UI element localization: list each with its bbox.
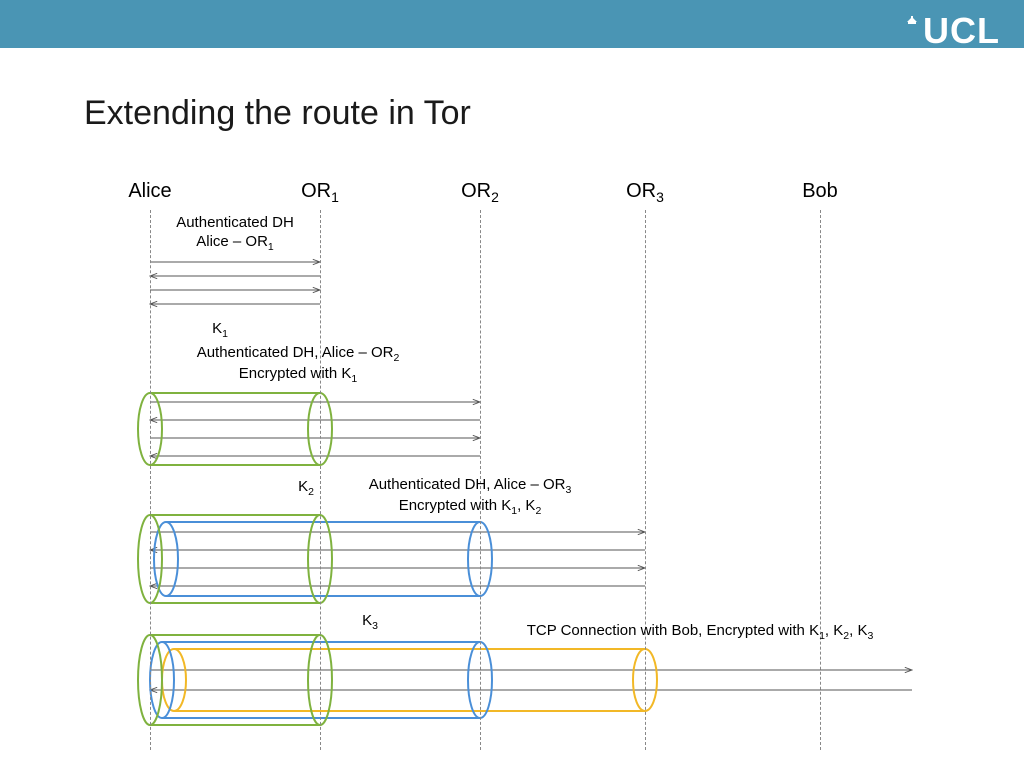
key-label-1: K2 bbox=[298, 478, 314, 498]
column-label-alice: Alice bbox=[128, 180, 171, 203]
column-label-or1: OR1 bbox=[301, 180, 339, 205]
diagram-svg bbox=[70, 180, 970, 740]
column-label-or3: OR3 bbox=[626, 180, 664, 205]
ucl-logo-text: UCL bbox=[923, 10, 1000, 52]
dome-icon bbox=[905, 16, 919, 30]
block-title-3: TCP Connection with Bob, Encrypted with … bbox=[527, 622, 874, 643]
slide-title: Extending the route in Tor bbox=[84, 94, 471, 133]
lifeline-or1 bbox=[320, 210, 321, 750]
block-title-2: Authenticated DH, Alice – OR3Encrypted w… bbox=[369, 476, 572, 518]
header-bar bbox=[0, 0, 1024, 48]
ucl-logo: UCL bbox=[905, 4, 1000, 52]
block-title-0: Authenticated DHAlice – OR1 bbox=[176, 214, 294, 254]
column-label-bob: Bob bbox=[802, 180, 838, 203]
tor-route-diagram: Alice OR1 OR2 OR3 Bob Authenticated DHAlice –… bbox=[70, 180, 970, 740]
lifeline-or3 bbox=[645, 210, 646, 750]
lifeline-bob bbox=[820, 210, 821, 750]
key-label-2: K3 bbox=[362, 612, 378, 632]
lifeline-alice bbox=[150, 210, 151, 750]
block-title-1: Authenticated DH, Alice – OR2Encrypted w… bbox=[197, 344, 400, 386]
column-label-or2: OR2 bbox=[461, 180, 499, 205]
key-label-0: K1 bbox=[212, 320, 228, 340]
